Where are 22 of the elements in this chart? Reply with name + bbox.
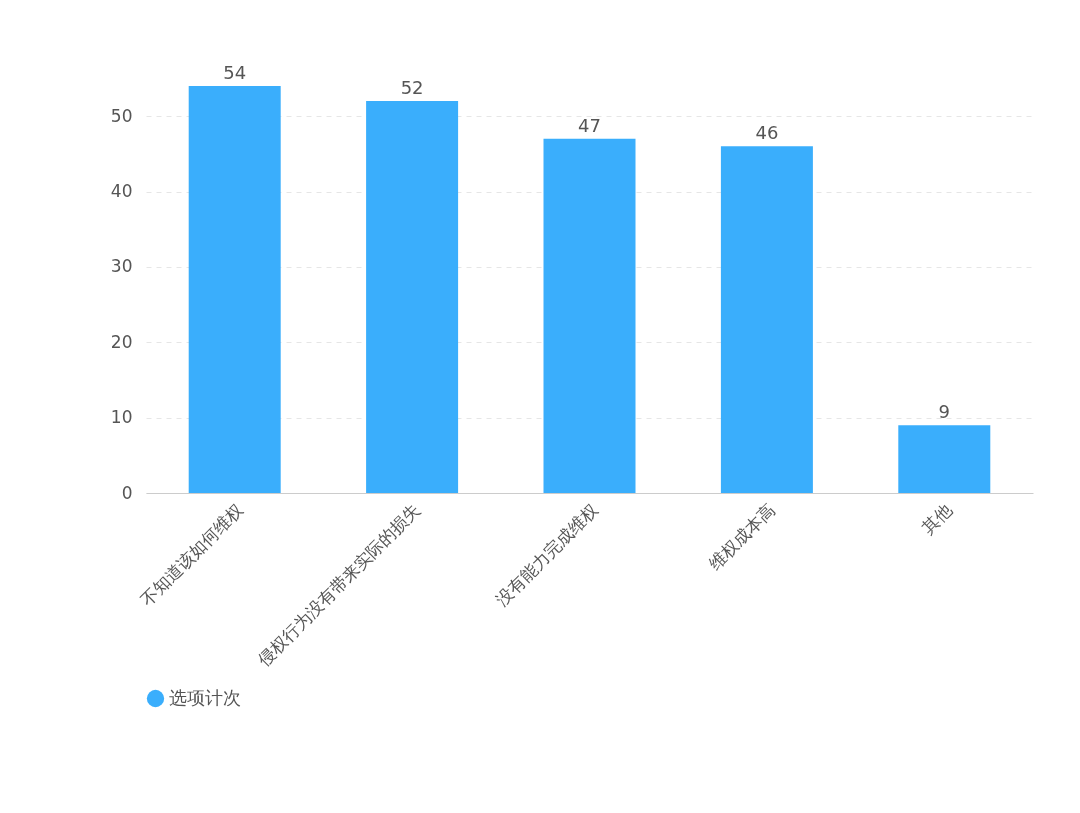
legend-label: 选项计次 [169, 686, 241, 708]
data-label: 47 [578, 114, 601, 136]
data-label: 46 [755, 122, 779, 144]
bar [543, 138, 636, 493]
bar [366, 101, 459, 493]
data-label: 52 [400, 77, 424, 99]
x-tick-label: 侵权行为没有带来实际的损失 [253, 499, 425, 670]
y-tick-label: 40 [110, 181, 133, 202]
x-tick-label: 维权成本高 [704, 499, 779, 574]
bar [720, 146, 813, 493]
data-label: 9 [938, 401, 951, 423]
data-label: 54 [223, 62, 247, 83]
x-tick-label: 其他 [918, 499, 957, 538]
y-tick-label: 0 [121, 482, 133, 503]
bar [898, 425, 991, 493]
y-tick-label: 30 [110, 256, 133, 277]
y-tick-label: 20 [110, 331, 133, 352]
y-tick-label: 50 [110, 105, 133, 126]
y-tick-label: 10 [110, 407, 133, 428]
x-tick-label: 不知道该如何维权 [136, 499, 247, 610]
bar [188, 86, 281, 493]
x-tick-label: 没有能力完成维权 [491, 499, 602, 610]
